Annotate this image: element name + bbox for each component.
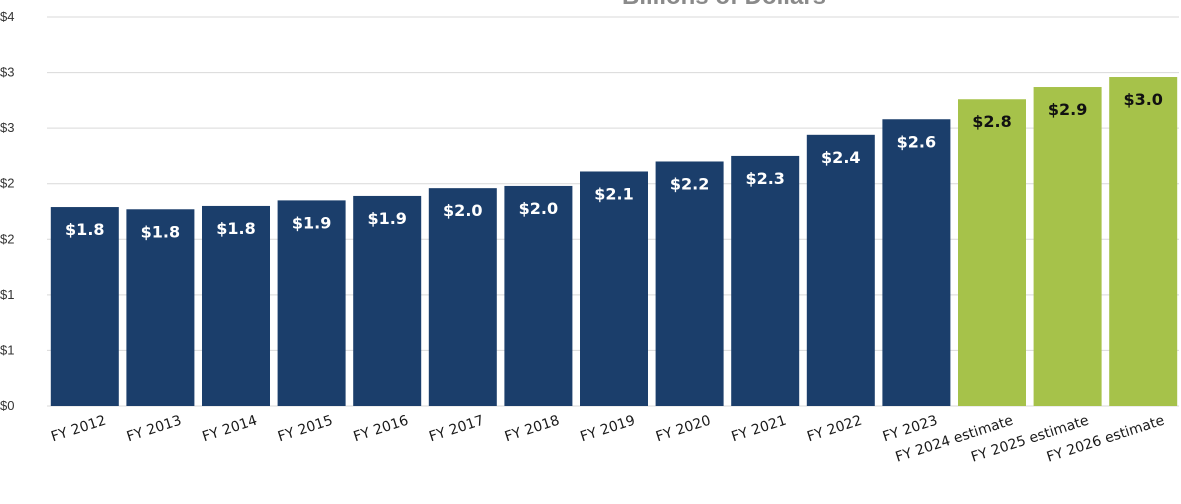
data-label: $2.6 [897,132,936,151]
y-tick-label: $1 [0,287,14,302]
x-tick-label: FY 2016 [352,413,411,446]
y-tick-label: $2 [0,231,14,246]
data-label: $1.9 [367,209,406,228]
data-label: $1.8 [141,222,180,241]
bar-fy-2015 [277,200,346,406]
y-tick-label: $3 [0,65,14,80]
data-label: $2.9 [1048,100,1087,119]
y-axis-tick-labels: $0 $1 $1 $2 $2 $3 $3 $4 [0,9,14,413]
bar-fy-2012 [50,207,119,406]
data-label: $1.8 [216,219,255,238]
bar-fy-2018 [504,185,573,406]
bars [50,77,1178,407]
x-tick-label: FY 2021 [730,413,789,446]
bar-fy-2023 [882,119,951,406]
x-axis-tick-labels: FY 2012 FY 2013 FY 2014 FY 2015 FY 2016 FY 20… [49,413,1166,466]
y-tick-label: $1 [0,342,14,357]
x-tick-label: FY 2019 [578,413,637,446]
x-tick-label: FY 2020 [654,413,713,446]
x-tick-label: FY 2012 [49,413,108,446]
bar-fy-2019 [580,171,648,406]
bar-fy-2016 [353,195,422,406]
bar-fy-2021 [731,155,800,406]
bar-fy-2017 [428,188,497,406]
data-labels: $1.8 $1.8 $1.8 $1.9 $1.9 $2.0 $2.0 $2.1 $2.2 $2.3… [65,90,1163,241]
y-tick-label: $3 [0,120,14,135]
data-label: $2.0 [443,201,482,220]
x-tick-label: FY 2017 [427,413,486,446]
data-label: $2.0 [519,199,558,218]
bar-fy-2014 [202,205,270,406]
bar-fy-2022 [806,134,875,406]
x-tick-label: FY 2018 [503,413,562,446]
data-label: $2.2 [670,174,709,193]
x-tick-label: FY 2022 [805,413,864,446]
bar-fy-2024-estimate [958,99,1026,406]
bar-fy-2025-estimate [1033,87,1102,407]
data-label: $2.4 [821,148,860,167]
x-tick-label: FY 2013 [125,413,184,446]
x-tick-label: FY 2015 [276,413,335,446]
data-label: $1.8 [65,220,104,239]
data-label: $3.0 [1123,90,1162,109]
data-label: $2.3 [745,169,784,188]
bar-fy-2026-estimate [1109,77,1178,406]
y-tick-label: $2 [0,176,14,191]
data-label: $1.9 [292,213,331,232]
y-tick-label: $4 [0,9,14,24]
data-label: $2.1 [594,184,633,203]
y-tick-label: $0 [0,398,14,413]
bar-fy-2020 [655,161,724,406]
bar-fy-2013 [126,209,195,406]
x-tick-label: FY 2014 [200,413,259,446]
chart-title: Billions of Dollars [622,0,826,10]
data-label: $2.8 [972,112,1011,131]
